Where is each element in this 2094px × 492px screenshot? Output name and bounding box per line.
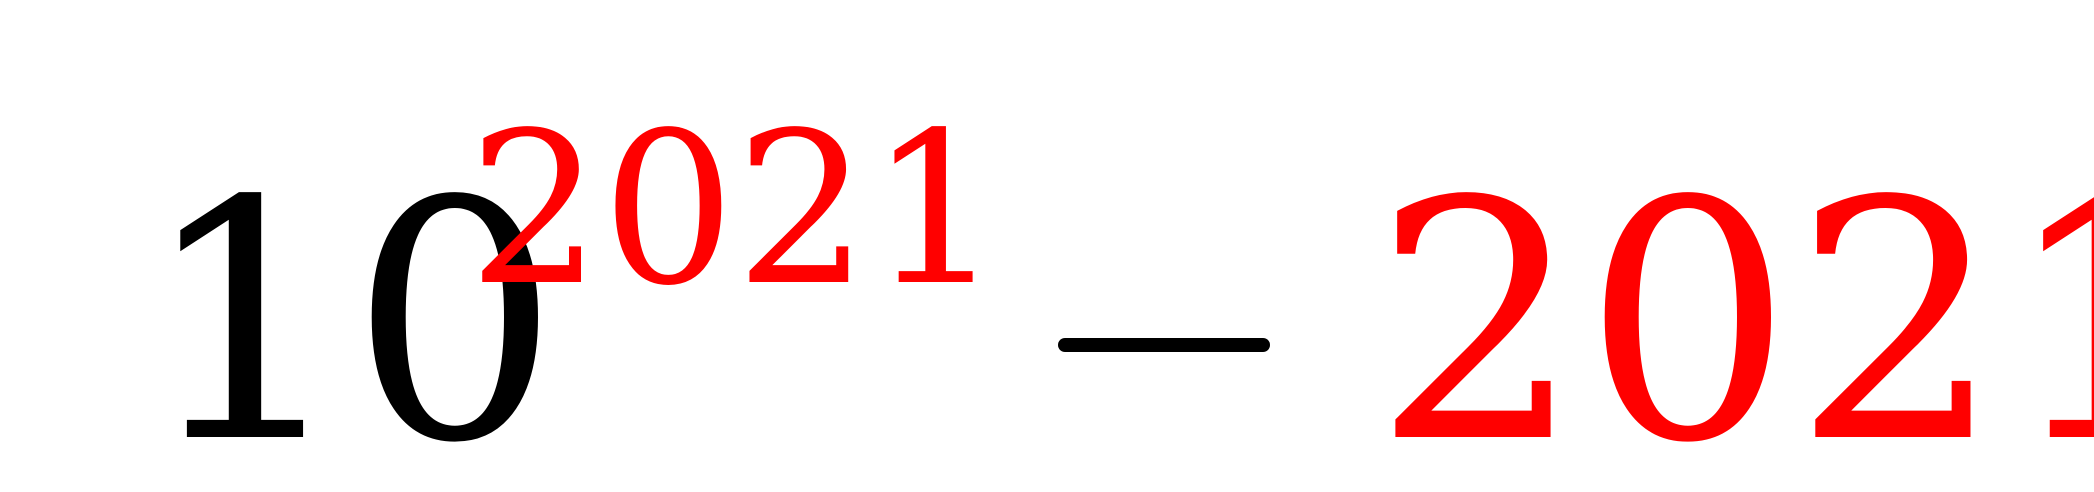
subtrahend-number: 2021 <box>1373 131 2094 492</box>
base-number: 10 <box>140 131 560 492</box>
minus-sign <box>1058 338 1270 352</box>
exponent-number: 2021 <box>468 87 1003 332</box>
